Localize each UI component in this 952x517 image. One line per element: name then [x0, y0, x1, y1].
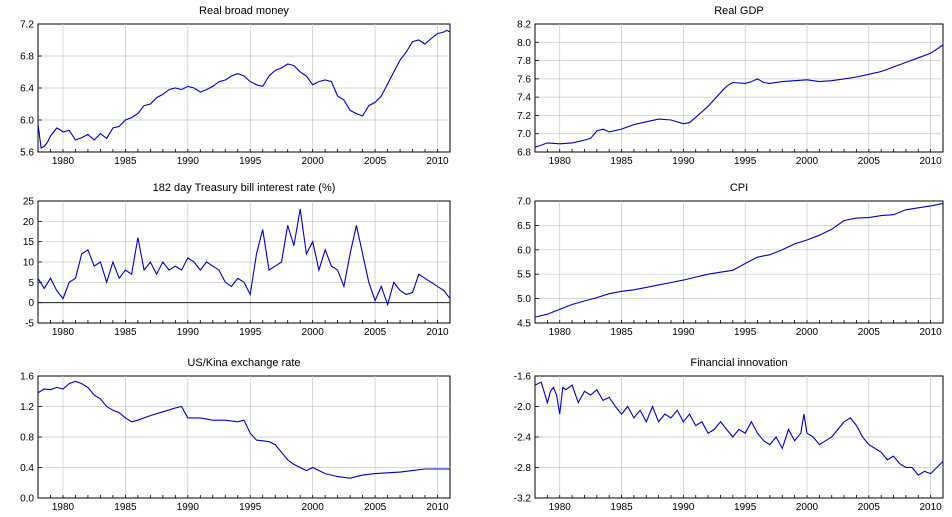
- y-tick-label: -2.8: [514, 463, 532, 474]
- plot-frame: [534, 23, 944, 153]
- x-tick-label: 1995: [734, 502, 757, 513]
- y-tick-label: 20: [23, 217, 35, 228]
- y-tick-label: 6.0: [20, 116, 34, 127]
- y-tick-label: 6.8: [517, 148, 531, 159]
- y-tick-label: 7.0: [517, 129, 531, 140]
- x-tick-label: 2000: [302, 156, 325, 167]
- x-tick-label: 1980: [549, 327, 572, 338]
- y-tick-label: 8.0: [517, 38, 531, 49]
- x-tick-label: 1980: [52, 156, 75, 167]
- x-tick-label: 2000: [796, 156, 819, 167]
- y-tick-label: 0.4: [20, 463, 34, 474]
- x-tick-label: 1990: [177, 502, 200, 513]
- x-tick-label: 2005: [858, 327, 881, 338]
- x-tick-label: 1980: [52, 502, 75, 513]
- y-tick-label: 5.5: [517, 270, 531, 281]
- x-tick-label: 2005: [364, 502, 387, 513]
- x-tick-label: 2005: [364, 327, 387, 338]
- y-tick-label: 7.4: [517, 93, 531, 104]
- x-tick-label: 1990: [672, 502, 695, 513]
- x-tick-label: 1990: [672, 156, 695, 167]
- y-tick-label: -2.4: [514, 433, 532, 444]
- x-tick-label: 1980: [52, 327, 75, 338]
- y-tick-label: -1.6: [514, 372, 532, 383]
- y-tick-label: 7.6: [517, 74, 531, 85]
- x-tick-label: 2000: [796, 502, 819, 513]
- y-tick-label: 25: [23, 197, 35, 208]
- x-tick-label: 1995: [239, 156, 262, 167]
- x-tick-label: 1990: [177, 327, 200, 338]
- y-tick-label: -2.0: [514, 402, 532, 413]
- chart-title: Real broad money: [199, 5, 289, 17]
- x-tick-label: 1985: [114, 156, 137, 167]
- x-tick-label: 2010: [426, 502, 449, 513]
- x-tick-label: 2000: [302, 327, 325, 338]
- chart-panel-1: 1980 1985 1990 1995 2000 2005 2010 5.6 6.0 6.4 6.8…: [20, 5, 451, 167]
- y-tick-label: 7.8: [517, 56, 531, 67]
- x-tick-label: 1985: [114, 327, 137, 338]
- x-tick-label: 2005: [364, 156, 387, 167]
- x-tick-label: 1990: [672, 327, 695, 338]
- chart-panel-4: 1980 1985 1990 1995 2000 2005 2010 4.5 5.0 5.5 6.0…: [517, 182, 944, 338]
- chart-title: Real GDP: [714, 5, 764, 17]
- y-tick-label: 7.2: [20, 20, 34, 31]
- chart-title: 182 day Treasury bill interest rate (%): [153, 182, 336, 194]
- y-tick-label: 10: [23, 258, 35, 269]
- x-tick-label: 2005: [858, 156, 881, 167]
- y-tick-label: 4.5: [517, 319, 531, 330]
- x-tick-label: 1995: [734, 327, 757, 338]
- x-tick-label: 2000: [796, 327, 819, 338]
- x-tick-label: 2010: [920, 502, 943, 513]
- series-line-1: [534, 202, 944, 318]
- y-tick-label: -3.2: [514, 494, 532, 505]
- x-tick-label: 1990: [177, 156, 200, 167]
- chart-panel-6: 1980 1985 1990 1995 2000 2005 2010 -3.2 -2.8 -2.4…: [514, 357, 944, 513]
- y-tick-label: 1.6: [20, 372, 34, 383]
- x-tick-label: 1995: [734, 156, 757, 167]
- x-tick-label: 1980: [549, 502, 572, 513]
- series-line-1: [37, 29, 451, 149]
- y-tick-label: 5.0: [517, 294, 531, 305]
- x-tick-label: 2010: [426, 156, 449, 167]
- y-tick-label: 6.8: [20, 52, 34, 63]
- series-line-1: [37, 209, 451, 307]
- y-tick-label: 7.2: [517, 111, 531, 122]
- x-tick-label: 1995: [239, 327, 262, 338]
- x-tick-label: 1985: [610, 327, 633, 338]
- y-tick-label: 6.4: [20, 84, 34, 95]
- y-tick-label: 5.6: [20, 148, 34, 159]
- x-tick-label: 2005: [858, 502, 881, 513]
- y-tick-label: -5: [25, 319, 34, 330]
- x-tick-label: 1995: [239, 502, 262, 513]
- series-line-1: [37, 380, 450, 479]
- y-tick-label: 7.0: [517, 197, 531, 208]
- x-tick-label: 1980: [549, 156, 572, 167]
- chart-panel-5: 1980 1985 1990 1995 2000 2005 2010 0.0 0.4 0.8 1.2…: [20, 357, 451, 513]
- x-tick-label: 2010: [426, 327, 449, 338]
- chart-title: US/Kina exchange rate: [187, 357, 300, 369]
- y-tick-label: 6.5: [517, 221, 531, 232]
- series-line-1: [534, 44, 944, 148]
- x-tick-label: 2010: [920, 327, 943, 338]
- y-tick-label: 0: [28, 298, 34, 309]
- x-tick-label: 1985: [114, 502, 137, 513]
- x-tick-label: 2000: [302, 502, 325, 513]
- chart-panel-2: 1980 1985 1990 1995 2000 2005 2010 6.8 7.0 7.2 7.4…: [517, 5, 944, 167]
- x-tick-label: 1985: [610, 156, 633, 167]
- chart-title: Financial innovation: [690, 357, 787, 369]
- series-line-1: [534, 381, 944, 476]
- y-tick-label: 8.2: [517, 20, 531, 31]
- y-tick-label: 15: [23, 237, 35, 248]
- chart-title: CPI: [730, 182, 748, 194]
- x-tick-label: 1985: [610, 502, 633, 513]
- x-tick-label: 2010: [920, 156, 943, 167]
- y-tick-label: 1.2: [20, 402, 34, 413]
- y-tick-label: 6.0: [517, 245, 531, 256]
- y-tick-label: 0.8: [20, 433, 34, 444]
- y-tick-label: 0.0: [20, 494, 34, 505]
- plot-frame: [534, 200, 944, 324]
- chart-panel-3: 1980 1985 1990 1995 2000 2005 2010 -5 0 5 10 15 20 25…: [23, 182, 451, 338]
- y-tick-label: 5: [28, 278, 34, 289]
